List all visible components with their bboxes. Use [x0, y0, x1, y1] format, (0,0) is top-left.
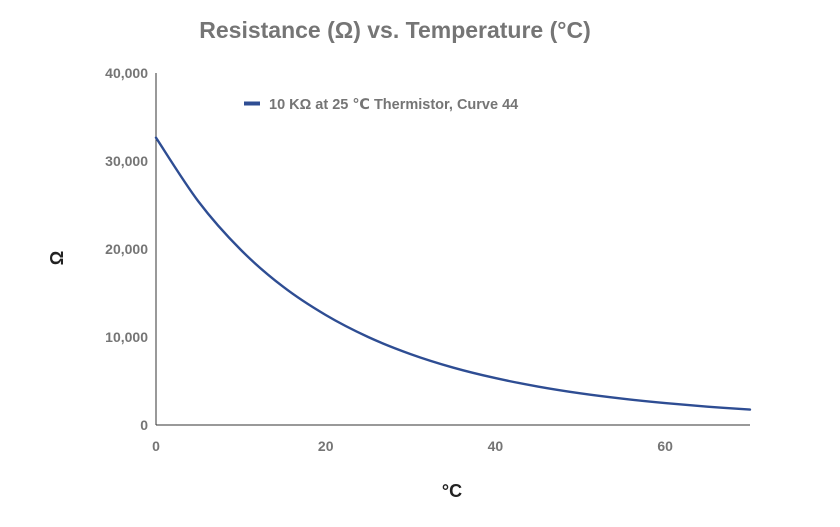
data-point: [408, 351, 414, 357]
x-tick-label: 20: [318, 438, 334, 454]
series-layer: [153, 135, 753, 413]
data-point: [705, 404, 711, 410]
data-point: [153, 135, 159, 141]
data-point: [365, 334, 371, 340]
legend: 10 KΩ at 25 ℃ Thermistor, Curve 44: [244, 97, 518, 113]
y-axis-ticks: 0 10,000 20,000 30,000 40,000: [105, 65, 148, 433]
data-point: [492, 375, 498, 381]
data-point: [535, 384, 541, 390]
y-tick-label: 40,000: [105, 65, 148, 81]
series-line: [154, 136, 752, 411]
data-point: [450, 365, 456, 371]
data-point: [747, 407, 753, 413]
x-axis-title: °C: [442, 481, 462, 501]
x-tick-label: 60: [657, 438, 673, 454]
data-point: [238, 247, 244, 253]
y-tick-label: 10,000: [105, 329, 148, 345]
x-tick-label: 0: [152, 438, 160, 454]
data-point: [280, 284, 286, 290]
y-tick-label: 0: [140, 417, 148, 433]
legend-label: 10 KΩ at 25 ℃ Thermistor, Curve 44: [269, 97, 518, 113]
data-point: [620, 396, 626, 402]
chart-title: Resistance (Ω) vs. Temperature (°C): [199, 17, 591, 43]
data-point: [577, 390, 583, 396]
data-point: [323, 312, 329, 318]
data-point: [662, 400, 668, 406]
data-point: [195, 198, 201, 204]
y-tick-label: 30,000: [105, 153, 148, 169]
y-axis-title: Ω: [47, 251, 67, 265]
x-tick-label: 40: [488, 438, 504, 454]
x-axis-ticks: 0 20 40 60: [152, 438, 673, 454]
y-tick-label: 20,000: [105, 241, 148, 257]
